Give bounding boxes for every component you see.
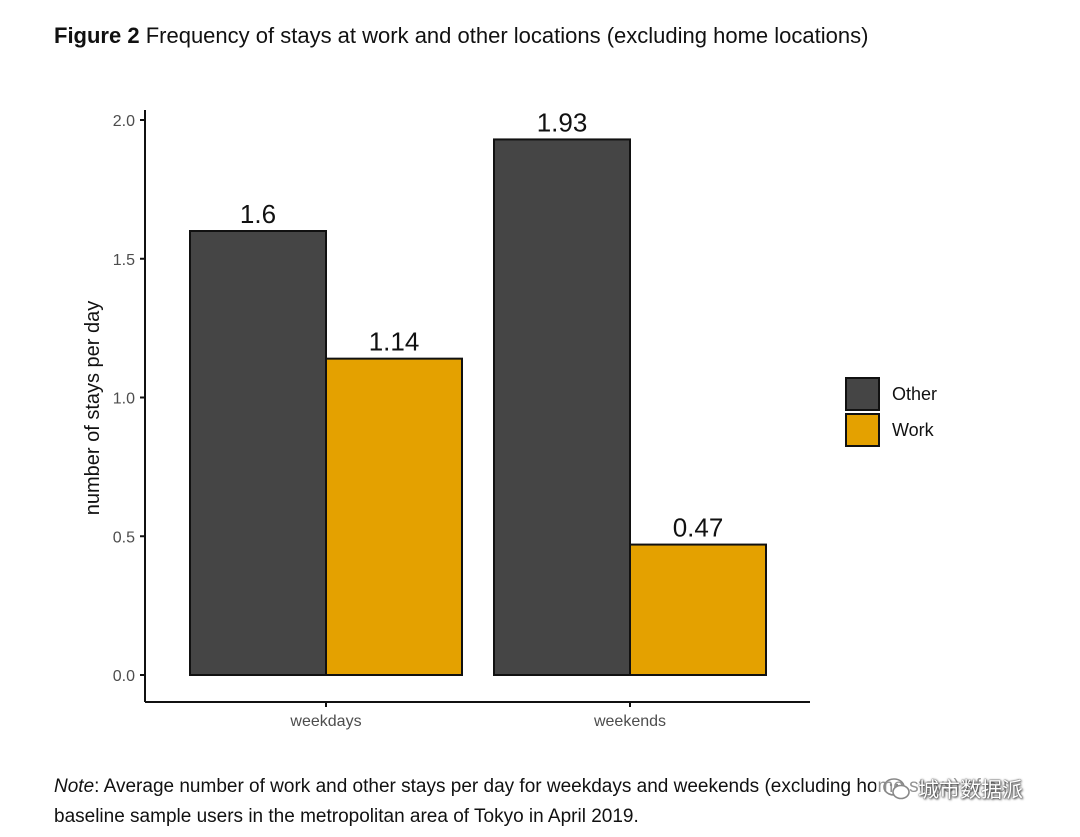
figure-label: Figure 2 xyxy=(54,23,140,48)
wechat-logo-icon xyxy=(883,778,910,800)
bar-value-label: 1.14 xyxy=(369,327,420,357)
bar-work-weekends xyxy=(629,543,767,677)
watermark: 城市数据派 xyxy=(876,772,1029,806)
y-tick-label: 1.0 xyxy=(113,391,135,408)
bar-value-label: 1.6 xyxy=(240,199,276,229)
y-tick-label: 2.0 xyxy=(113,113,135,130)
bars-layer: 1.6 1.93 1.14 0.47 xyxy=(189,107,767,677)
bar-chart: 1.6 1.93 1.14 0.47 0.0 0.5 1.0 1.5 2.0 weekdays w… xyxy=(82,107,937,730)
legend-layer: Other Work xyxy=(845,377,937,447)
bar-value-label: 0.47 xyxy=(673,513,724,543)
bar-value-label: 1.93 xyxy=(537,107,588,137)
bar-other-weekends xyxy=(493,138,631,677)
x-tick-label: weekdays xyxy=(289,713,361,730)
figure-title: Figure 2 Frequency of stays at work and … xyxy=(54,22,868,50)
figure-title-text: Frequency of stays at work and other loc… xyxy=(145,23,869,48)
axes-layer: 0.0 0.5 1.0 1.5 2.0 weekdays weekends number of… xyxy=(82,110,810,730)
legend-key-work xyxy=(845,413,880,447)
legend-key-other xyxy=(845,377,880,411)
y-tick-label: 0.0 xyxy=(113,668,135,685)
legend-label-work: Work xyxy=(892,420,935,440)
y-tick-label: 0.5 xyxy=(113,529,135,546)
figure-note: Note: Average number of work and other s… xyxy=(54,772,1069,832)
legend-label-other: Other xyxy=(892,384,937,404)
watermark-text: 城市数据派 xyxy=(918,778,1023,802)
note-text: : Average number of work and other stays… xyxy=(54,776,1014,827)
y-tick-label: 1.5 xyxy=(113,252,135,269)
note-label: Note xyxy=(54,776,95,797)
bar-work-weekdays xyxy=(325,357,463,676)
y-axis-title: number of stays per day xyxy=(82,301,104,516)
bar-other-weekdays xyxy=(189,230,327,676)
x-tick-label: weekends xyxy=(593,713,666,730)
